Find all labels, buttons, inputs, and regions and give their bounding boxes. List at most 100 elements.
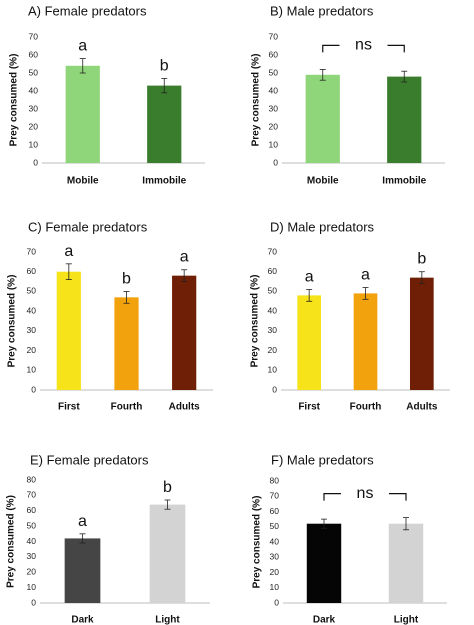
y-tick-label: 10 [27, 365, 37, 375]
y-tick-label: 0 [272, 384, 277, 394]
y-tick-label: 30 [27, 325, 37, 335]
bar-fourth [114, 297, 139, 390]
chart-panel-f: F) Male predators Prey consumed (%) 0 10 20 3… [252, 452, 447, 625]
panel-title: B) Male predators [270, 3, 374, 18]
significance-bracket-left [322, 44, 340, 53]
y-tick-label: 20 [27, 345, 37, 355]
chart-panel-c: C) Female predators Prey consumed (%) 0 10 2… [7, 219, 213, 413]
y-tick-label: 70 [27, 246, 37, 256]
y-tick-label: 10 [270, 582, 280, 592]
y-tick-label: 40 [270, 536, 280, 546]
panel-title: D) Male predators [270, 219, 375, 234]
bar-fourth [353, 293, 378, 390]
y-tick-label: 0 [31, 597, 36, 607]
y-tick-label: 40 [27, 536, 37, 546]
category-label: Mobile [307, 176, 339, 187]
y-tick-label: 60 [29, 49, 39, 59]
bar-light [388, 523, 424, 603]
y-axis-label: Prey consumed (%) [7, 275, 18, 368]
y-tick-label: 50 [269, 67, 279, 77]
y-tick-label: 80 [270, 475, 280, 485]
category-label: Light [394, 615, 419, 625]
panel-title: E) Female predators [30, 452, 149, 467]
significance-letter: a [180, 249, 189, 266]
y-tick-label: 20 [268, 345, 278, 355]
significance-label: ns [357, 485, 374, 502]
bar-dark [64, 538, 101, 603]
y-tick-label: 40 [269, 85, 279, 95]
y-tick-label: 50 [270, 521, 280, 531]
y-tick-label: 20 [27, 567, 37, 577]
y-tick-label: 70 [270, 491, 280, 501]
significance-letter: b [122, 270, 131, 287]
panel-title: C) Female predators [28, 219, 148, 234]
bar-light [149, 504, 186, 603]
y-tick-label: 10 [269, 139, 279, 149]
category-label: Adults [406, 402, 438, 413]
y-axis-label: Prey consumed (%) [9, 54, 20, 147]
bar-mobile [305, 74, 340, 163]
y-tick-label: 30 [269, 103, 279, 113]
y-tick-label: 10 [29, 139, 39, 149]
significance-letter: a [64, 243, 73, 260]
y-tick-label: 70 [269, 31, 279, 41]
chart-panel-d: D) Male predators Prey consumed (%) 0 10 20 3… [250, 219, 450, 413]
significance-letter: b [163, 479, 172, 496]
y-tick-label: 70 [29, 31, 39, 41]
y-axis-label: Prey consumed (%) [250, 275, 261, 368]
chart-panel-e: E) Female predators Prey consumed (%) 0 10 2… [6, 452, 210, 625]
bar-first [297, 295, 321, 390]
y-tick-label: 60 [270, 506, 280, 516]
bar-first [56, 271, 81, 390]
significance-letter: a [361, 266, 370, 283]
y-tick-label: 80 [27, 474, 37, 484]
y-tick-label: 70 [268, 246, 278, 256]
y-tick-label: 20 [270, 567, 280, 577]
y-tick-label: 70 [27, 490, 37, 500]
significance-bracket-right [389, 493, 407, 501]
y-tick-label: 0 [273, 157, 278, 167]
y-axis-label: Prey consumed (%) [251, 54, 262, 147]
significance-label: ns [355, 37, 372, 54]
bar-mobile [65, 65, 100, 163]
significance-letter: a [78, 513, 87, 530]
panel-title: F) Male predators [271, 452, 374, 467]
category-label: Immobile [382, 176, 426, 187]
y-tick-label: 60 [269, 49, 279, 59]
category-label: Light [155, 615, 180, 625]
y-tick-label: 60 [27, 266, 37, 276]
significance-letter: a [78, 38, 87, 55]
category-label: Immobile [142, 176, 186, 187]
y-tick-label: 0 [274, 597, 279, 607]
category-label: Adults [169, 402, 201, 413]
significance-letter: b [160, 57, 169, 74]
y-tick-label: 0 [31, 384, 36, 394]
y-tick-label: 60 [27, 505, 37, 515]
y-tick-label: 30 [29, 103, 39, 113]
y-axis-label: Prey consumed (%) [252, 496, 263, 589]
panel-title: A) Female predators [28, 3, 147, 18]
y-tick-label: 40 [268, 305, 278, 315]
y-tick-label: 30 [27, 551, 37, 561]
y-tick-label: 40 [29, 85, 39, 95]
category-label: First [298, 402, 320, 413]
y-tick-label: 30 [270, 552, 280, 562]
category-label: Dark [313, 615, 336, 625]
y-tick-label: 50 [268, 286, 278, 296]
y-tick-label: 20 [29, 121, 39, 131]
y-tick-label: 40 [27, 305, 37, 315]
y-tick-label: 30 [268, 325, 278, 335]
bar-adults [172, 275, 197, 390]
bar-immobile [147, 85, 182, 163]
significance-bracket-right [387, 44, 405, 53]
category-label: Dark [71, 615, 94, 625]
significance-bracket-left [323, 493, 341, 501]
y-tick-label: 60 [268, 266, 278, 276]
category-label: Fourth [350, 402, 382, 413]
y-tick-label: 10 [268, 365, 278, 375]
significance-letter: a [305, 268, 314, 285]
category-label: First [58, 402, 80, 413]
y-tick-label: 50 [29, 67, 39, 77]
y-axis-label: Prey consumed (%) [6, 495, 17, 588]
